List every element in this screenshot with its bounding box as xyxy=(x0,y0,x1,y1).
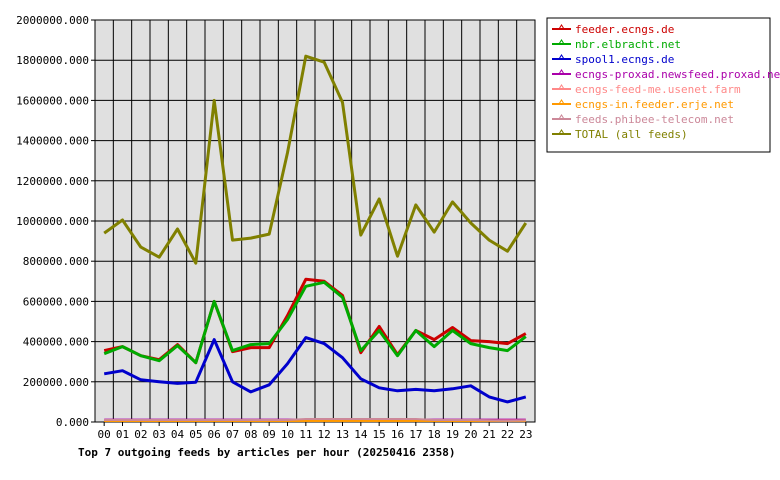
x-tick-label: 22 xyxy=(501,428,514,441)
x-tick-label: 20 xyxy=(464,428,477,441)
series-line xyxy=(104,418,526,422)
y-tick-label: 1200000.000 xyxy=(16,175,89,188)
x-tick-label: 10 xyxy=(281,428,294,441)
y-tick-label: 600000.000 xyxy=(23,295,89,308)
chart-title: Top 7 outgoing feeds by articles per hou… xyxy=(78,446,456,459)
axes: 0.000 200000.000 400000.000 600000.000 80000… xyxy=(16,14,536,441)
x-tick-label: 00 xyxy=(98,428,111,441)
x-tick-label: 04 xyxy=(171,428,185,441)
legend-box xyxy=(546,17,771,153)
y-tick-label: 2000000.000 xyxy=(16,14,89,27)
x-tick-label: 19 xyxy=(446,428,459,441)
x-tick-label: 12 xyxy=(318,428,331,441)
y-tick-label: 1400000.000 xyxy=(16,135,89,148)
legend-marker xyxy=(558,84,565,90)
legend-marker xyxy=(558,129,565,135)
legend-label: spool1.ecngs.de xyxy=(575,53,674,66)
legend-label: ecngs-feed-me.usenet.farm xyxy=(575,83,741,96)
legend-marker xyxy=(558,24,565,30)
x-tick-label: 05 xyxy=(189,428,202,441)
legend-label: TOTAL (all feeds) xyxy=(575,128,688,141)
y-tick-label: 1000000.000 xyxy=(16,215,89,228)
x-tick-label: 11 xyxy=(299,428,312,441)
legend-marker xyxy=(558,39,565,45)
legend-marker xyxy=(558,54,565,60)
legend-label: nbr.elbracht.net xyxy=(575,38,681,51)
y-tick-label: 400000.000 xyxy=(23,336,89,349)
x-tick-label: 08 xyxy=(244,428,257,441)
x-tick-label: 13 xyxy=(336,428,349,441)
x-tick-label: 07 xyxy=(226,428,239,441)
series-line xyxy=(103,280,527,365)
x-tick-label: 15 xyxy=(373,428,386,441)
x-tick-label: 14 xyxy=(354,428,368,441)
x-tick-label: 09 xyxy=(263,428,276,441)
x-tick-label: 06 xyxy=(208,428,221,441)
y-tick-label: 1600000.000 xyxy=(16,94,89,107)
x-tick-label: 01 xyxy=(116,428,129,441)
legend-label: feeds.phibee-telecom.net xyxy=(575,113,734,126)
x-tick-label: 18 xyxy=(428,428,441,441)
y-tick-label: 1800000.000 xyxy=(16,54,89,67)
legend-marker xyxy=(558,99,565,105)
x-tick-label: 02 xyxy=(134,428,147,441)
x-tick-label: 21 xyxy=(483,428,496,441)
legend-marker xyxy=(558,69,565,75)
series-line xyxy=(103,336,527,404)
y-tick-label: 0.000 xyxy=(56,416,89,429)
legend-label: ecngs-proxad.newsfeed.proxad.net xyxy=(575,68,780,81)
x-tick-label: 03 xyxy=(153,428,166,441)
legend-label: feeder.ecngs.de xyxy=(575,23,674,36)
x-tick-label: 17 xyxy=(409,428,422,441)
legend-marker xyxy=(558,114,565,120)
series-line xyxy=(103,54,528,265)
y-tick-label: 800000.000 xyxy=(23,255,89,268)
x-tick-label: 16 xyxy=(391,428,404,441)
legend-label: ecngs-in.feeder.erje.net xyxy=(575,98,734,111)
legend: feeder.ecngs.de nbr.elbracht.net spool1.ec… xyxy=(546,17,780,153)
y-tick-label: 200000.000 xyxy=(23,376,89,389)
x-tick-label: 23 xyxy=(519,428,532,441)
series-group xyxy=(103,54,528,422)
